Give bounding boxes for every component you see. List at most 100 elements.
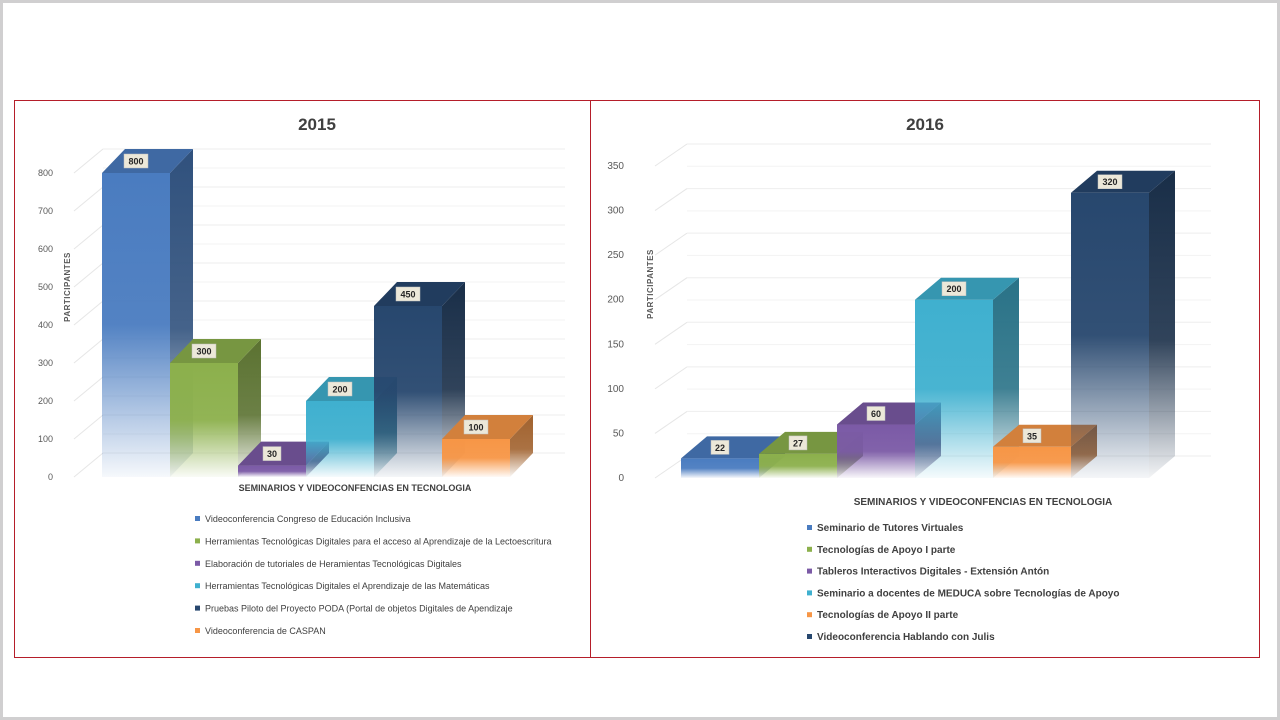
bar-front — [238, 465, 306, 477]
y-tick-label: 300 — [607, 206, 624, 217]
bar-front — [306, 401, 374, 477]
gridline-side — [73, 338, 104, 364]
legend-swatch — [195, 628, 200, 633]
chart-title: 2015 — [298, 115, 336, 134]
legend-swatch — [195, 516, 200, 521]
bar-4: 200 — [915, 277, 1019, 478]
legend-entry: Videoconferencia de CASPAN — [205, 626, 326, 636]
legend-swatch — [807, 568, 812, 574]
data-label-box — [395, 286, 421, 302]
data-label: 100 — [468, 423, 483, 433]
gridline-side — [73, 224, 104, 250]
data-label-box — [463, 419, 489, 435]
y-tick-label: 200 — [607, 295, 624, 306]
bar-1: 22 — [681, 436, 785, 478]
gridline-side — [73, 452, 104, 478]
bar-front — [681, 458, 759, 478]
legend-swatch — [807, 612, 812, 618]
data-label: 200 — [946, 284, 961, 294]
data-label-box — [191, 343, 217, 359]
data-label-box — [327, 381, 353, 397]
x-axis-label: SEMINARIOS Y VIDEOCONFENCIAS EN TECNOLOG… — [854, 497, 1113, 508]
legend-swatch — [807, 634, 812, 639]
gridline-side — [73, 186, 104, 212]
gridline-side — [73, 376, 104, 402]
legend-entry: Herramientas Tecnológicas Digitales el A… — [205, 581, 490, 591]
x-axis-label: SEMINARIOS Y VIDEOCONFENCIAS EN TECNOLOG… — [239, 483, 472, 493]
gridline-side — [654, 321, 688, 345]
gridline-side — [73, 148, 104, 174]
legend-entry: Tableros Interactivos Digitales - Extens… — [817, 567, 1049, 578]
y-tick-label: 0 — [618, 473, 624, 484]
data-label-box — [262, 446, 282, 461]
bar-side — [238, 339, 261, 477]
bar-front — [1071, 192, 1149, 478]
legend-swatch — [195, 605, 200, 611]
gridline-side — [654, 366, 688, 390]
y-tick-label: 800 — [38, 168, 53, 178]
y-tick-label: 0 — [48, 472, 53, 482]
data-label: 22 — [715, 443, 725, 453]
bar-front — [442, 439, 510, 477]
bar-side — [1149, 170, 1175, 478]
bar-front — [170, 363, 238, 477]
legend-entry: Seminario de Tutores Virtuales — [817, 523, 964, 534]
bar-front — [102, 173, 170, 477]
bar-top — [915, 277, 1019, 300]
legend-swatch — [195, 583, 200, 589]
data-label-box — [941, 281, 967, 296]
y-tick-label: 300 — [38, 358, 53, 368]
bar-6: 320 — [1071, 170, 1175, 478]
legend-swatch — [807, 590, 812, 596]
gridline-side — [654, 411, 688, 434]
bar-front — [759, 453, 837, 478]
data-label: 320 — [1102, 177, 1117, 187]
y-tick-label: 50 — [613, 428, 625, 439]
legend-entry: Videoconferencia Hablando con Julis — [817, 632, 995, 643]
bar-top — [681, 436, 785, 459]
y-tick-label: 350 — [607, 161, 624, 172]
bar-top — [1071, 170, 1175, 193]
data-label: 35 — [1027, 431, 1037, 441]
chart-2016: 2016 0 50 100 150 200 250 300 350 PARTICIPANTES 22… — [607, 115, 1211, 643]
y-tick-label: 700 — [38, 206, 53, 216]
gridline-side — [73, 262, 104, 288]
y-tick-label: 100 — [607, 384, 624, 395]
y-tick-label: 600 — [38, 244, 53, 254]
data-label-box — [866, 406, 886, 421]
data-label: 60 — [871, 409, 881, 419]
gridline-side — [654, 277, 688, 301]
bar-6: 100 — [442, 415, 533, 477]
legend-entry: Pruebas Piloto del Proyecto PODA (Portal… — [205, 604, 513, 614]
bar-side — [510, 415, 533, 477]
legend-entry: Elaboración de tutoriales de Heramientas… — [205, 559, 462, 569]
legend-swatch — [195, 560, 200, 566]
legend-entry: Tecnologías de Apoyo I parte — [817, 545, 956, 556]
data-label-box — [123, 153, 149, 169]
legend-entry: Herramientas Tecnológicas Digitales para… — [205, 536, 552, 546]
legend-entry: Videoconferencia Congreso de Educación I… — [205, 514, 410, 524]
charts-divider — [590, 100, 591, 658]
legend-swatch — [807, 546, 812, 552]
data-label: 450 — [400, 290, 415, 300]
y-tick-label: 150 — [607, 339, 624, 350]
gridline-side — [654, 188, 688, 211]
bar-front — [915, 299, 993, 478]
bar-front — [837, 424, 915, 478]
data-label-box — [788, 435, 808, 451]
legend-swatch — [807, 525, 812, 530]
y-tick-label: 400 — [38, 320, 53, 330]
y-tick-label: 100 — [38, 434, 53, 444]
gridline-side — [73, 300, 104, 326]
data-label: 30 — [267, 449, 277, 459]
chart-2015: 2015 0 100 200 300 400 500 600 700 800 PARTICIPANT… — [38, 115, 565, 636]
data-label-box — [1022, 428, 1042, 444]
gridline-side — [654, 232, 688, 256]
data-label-box — [710, 440, 730, 455]
bar-side — [993, 277, 1019, 478]
gridline-side — [73, 414, 104, 440]
legend-swatch — [195, 538, 200, 544]
legend-entry: Seminario a docentes de MEDUCA sobre Tec… — [817, 588, 1119, 599]
gridline-side — [654, 143, 688, 167]
data-label: 27 — [793, 438, 803, 448]
